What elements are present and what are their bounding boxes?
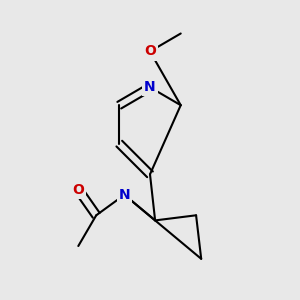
Text: N: N [144,80,156,94]
Text: O: O [144,44,156,58]
Text: N: N [118,188,130,202]
Text: O: O [72,183,84,197]
